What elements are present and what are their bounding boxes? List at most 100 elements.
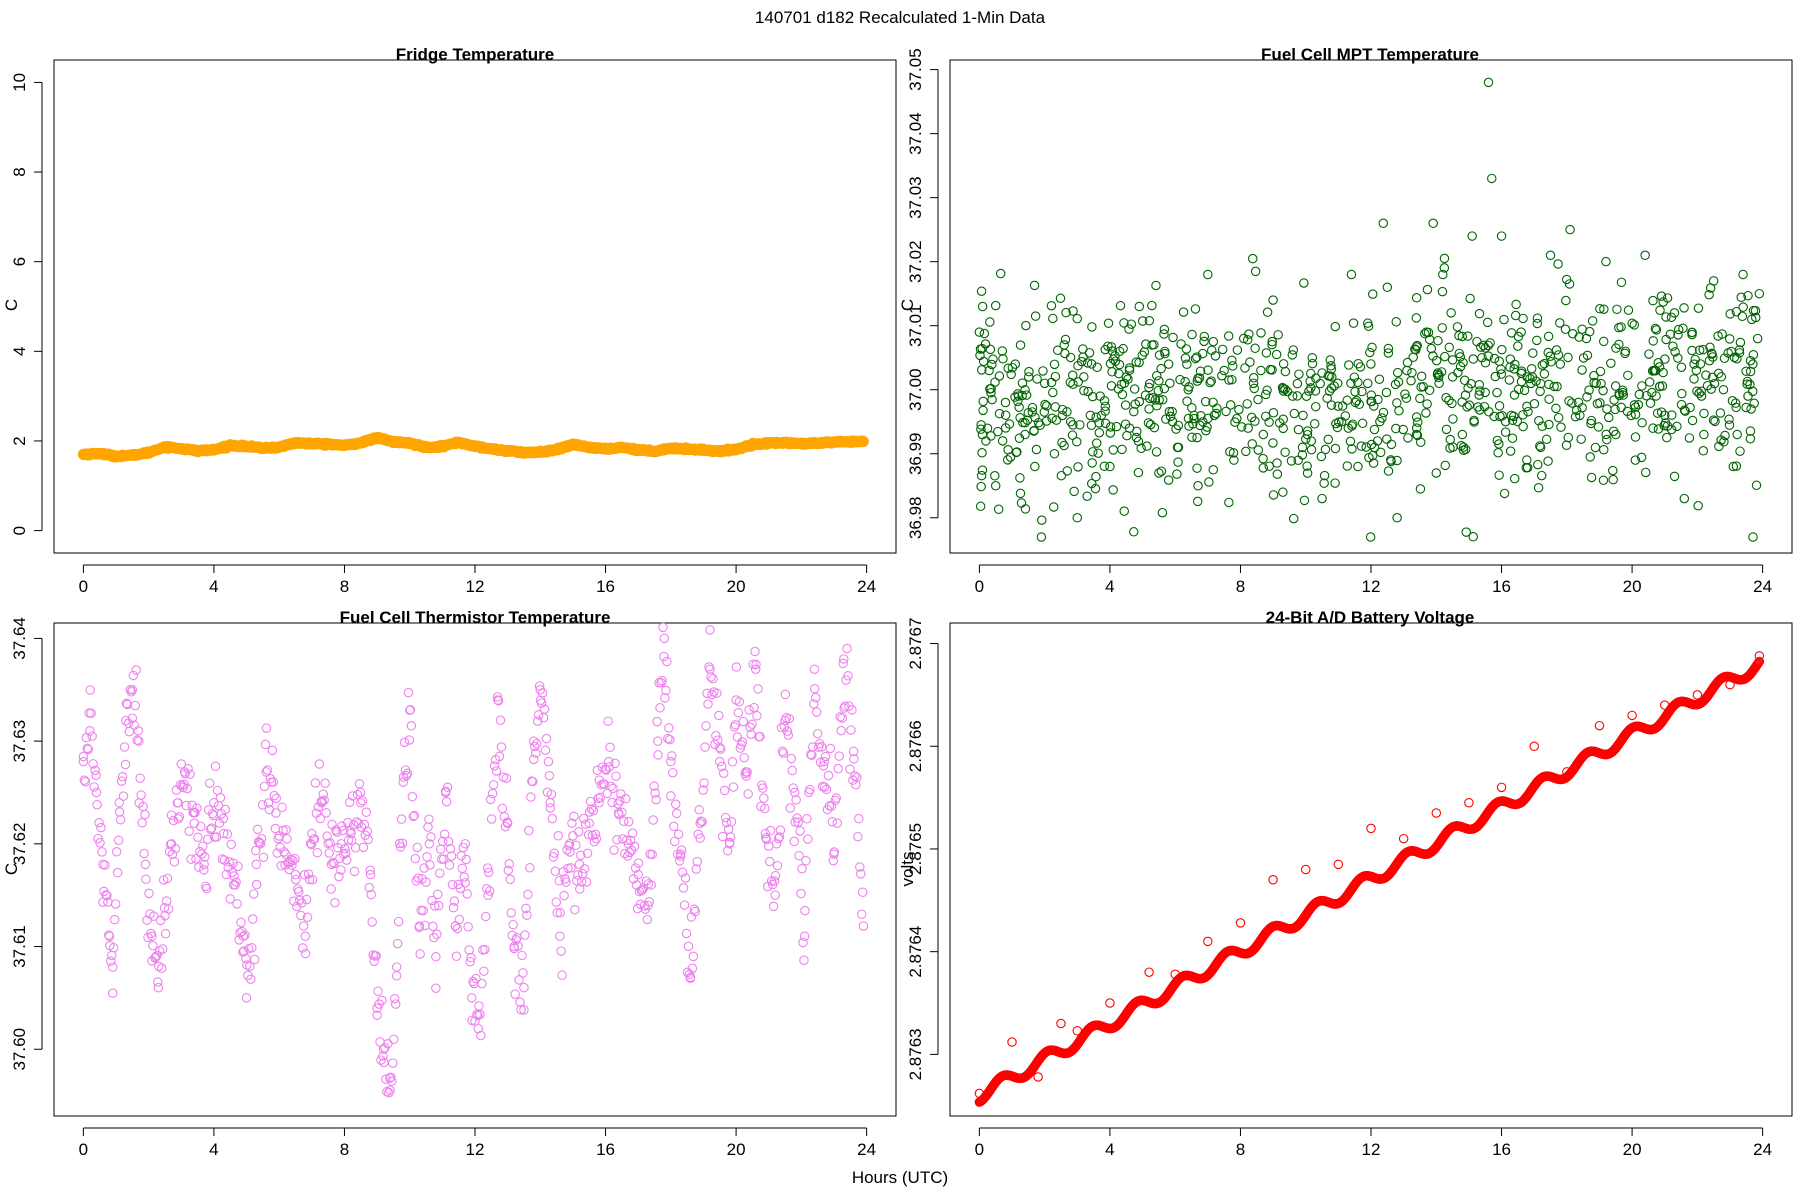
data-point-dense [777,746,788,757]
data-point-dense [575,850,586,860]
data-point-dense [1253,394,1263,405]
data-point-dense [1271,349,1282,360]
data-point-dense [1286,456,1297,466]
data-point [453,436,465,448]
data-point [1640,250,1650,261]
data-point-dense [1421,408,1431,418]
data-point-dense [396,814,407,824]
data-point-dense [1630,409,1641,420]
data-point-dense [1424,385,1435,396]
data-point-dense [1662,432,1672,443]
data-point-dense [121,698,132,709]
data-point-dense [495,715,506,725]
data-point-dense [753,684,763,694]
data-point-dense [491,766,502,776]
data-point-dense [1444,342,1455,353]
data-point [257,442,269,454]
data-point [675,849,686,859]
data-point-dense [106,956,116,967]
data-point [1526,378,1536,389]
data-point [705,664,715,674]
data-point [1144,967,1154,977]
data-point-dense [1375,447,1386,458]
data-point-dense [975,501,986,512]
data-point-dense [253,837,264,847]
data-point-dense [1468,532,1479,542]
data-point-dense [422,852,432,862]
data-point-dense [113,835,124,845]
data-point-dense [993,426,1003,437]
data-point [653,736,663,746]
data-point-dense [1392,455,1402,466]
data-point-dense [1100,418,1111,429]
x-tick-label: 24 [857,577,876,596]
data-point-dense [1382,434,1392,444]
data-point-dense [1705,342,1715,353]
data-point-dense [1143,418,1154,428]
data-point-dense [321,808,331,818]
data-point-dense [990,471,1000,481]
data-point-dense [1460,390,1471,400]
data-point-dense [1126,319,1137,329]
data-point-dense [319,795,329,805]
data-point-dense [1598,336,1609,347]
data-point-dense [485,794,496,805]
data-point-dense [1206,376,1216,386]
data-point-dense [814,739,825,749]
data-point-dense [288,855,298,866]
data-point-dense [392,938,403,949]
data-point-dense [306,839,317,850]
data-point-dense [606,781,616,792]
data-point-dense [1595,304,1605,314]
data-point [1039,378,1050,389]
data-point-dense [1014,402,1024,412]
data-point-dense [473,1010,483,1021]
data-point [431,952,441,962]
data-point-dense [1345,436,1356,447]
data-point-dense [1676,362,1687,372]
data-point-dense [444,860,455,870]
data-point-dense [1609,395,1619,405]
data-point-dense [1320,444,1331,455]
data-point-dense [537,688,548,698]
data-point-dense [737,737,748,747]
data-point-dense [471,973,481,984]
data-point-dense [1587,316,1598,326]
data-point-dense [1154,350,1165,360]
data-point-dense [1577,365,1587,375]
data-point-dense [1124,363,1135,373]
data-point-dense [1655,305,1665,316]
data-point-dense [1736,292,1747,303]
data-point [387,436,399,448]
data-point [1229,455,1239,465]
data-point-dense [154,946,165,956]
data-point [1183,384,1193,395]
data-point-dense [711,731,721,741]
data-point-dense [1743,391,1753,401]
data-point-dense [750,646,760,657]
data-point-dense [1326,383,1337,393]
data-point [336,839,346,849]
data-point [261,767,271,777]
data-point-dense [1246,412,1257,423]
data-point-dense [240,930,250,940]
data-point [1718,384,1729,395]
data-point-dense [407,791,418,802]
data-point-dense [1022,415,1033,425]
panel-battery: 24-Bit A/D Battery Voltage volts 0 4 8 12 16… [898,608,1793,1159]
data-point [404,437,416,449]
data-point [730,443,742,455]
data-point-dense [1061,307,1071,318]
data-point-dense [780,689,791,700]
data-point-dense [715,744,726,754]
data-point-dense [823,770,834,781]
data-point [391,962,402,972]
data-point-dense [1536,470,1547,481]
data-point-dense [1264,461,1275,471]
data-point-dense [410,853,421,864]
data-point-dense [1099,461,1110,471]
data-point-dense [1570,411,1581,422]
data-point-dense [1243,423,1253,433]
data-point-dense [442,782,453,793]
data-point-dense [1225,400,1236,410]
